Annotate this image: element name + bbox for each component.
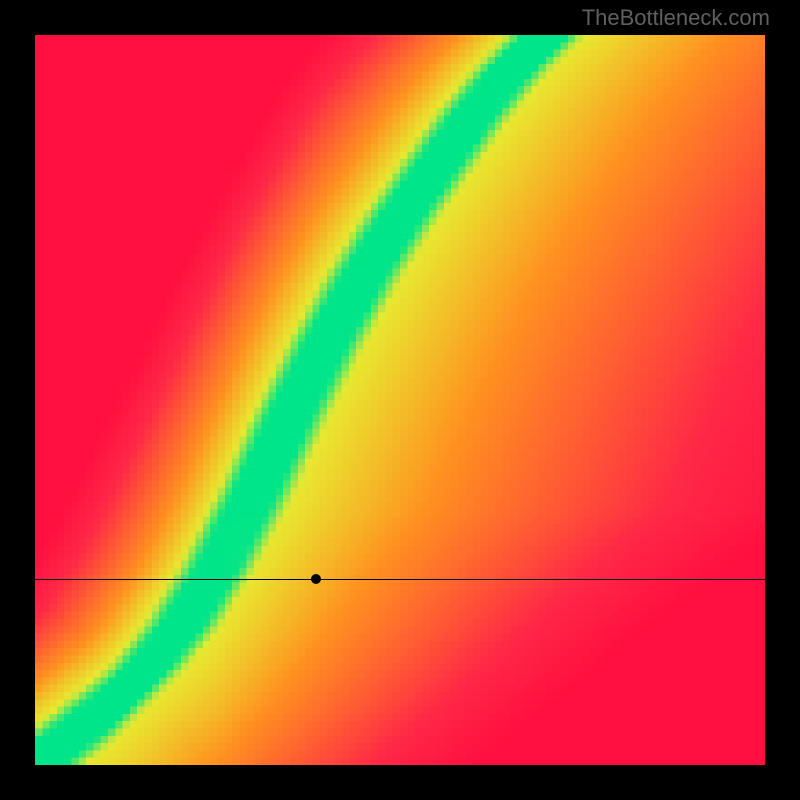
heatmap-canvas xyxy=(35,35,765,765)
crosshair-marker xyxy=(311,574,321,584)
heatmap-plot xyxy=(35,35,765,765)
crosshair-horizontal xyxy=(35,579,765,580)
watermark-text: TheBottleneck.com xyxy=(582,5,770,31)
